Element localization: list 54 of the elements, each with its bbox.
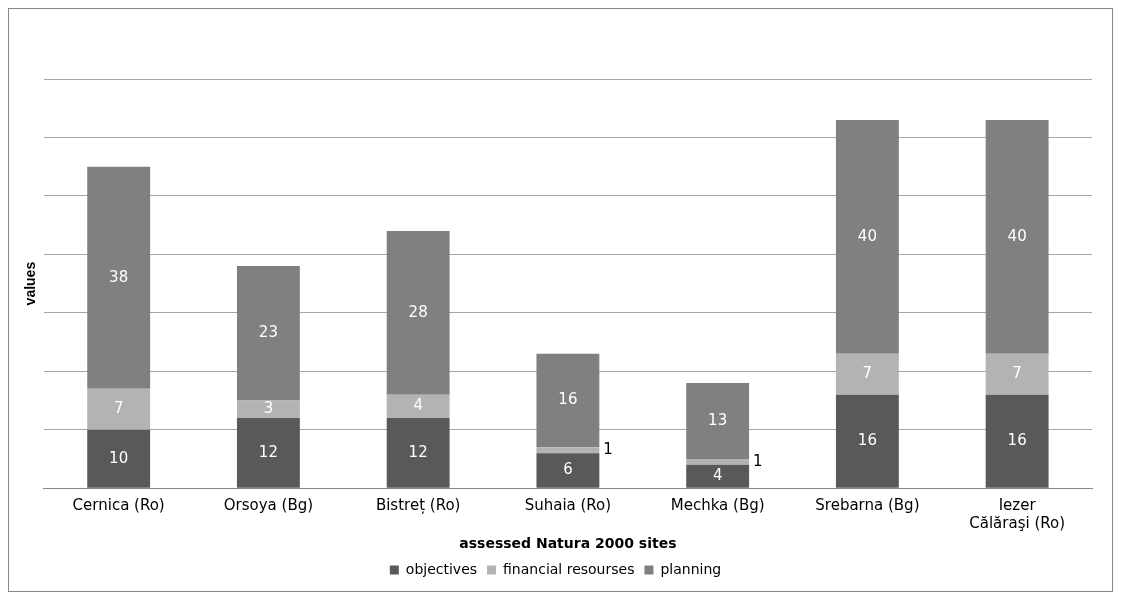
data-label: 10: [109, 448, 129, 467]
data-label: 1: [753, 451, 763, 470]
bar: [236, 266, 300, 401]
data-label: 13: [708, 410, 728, 429]
bar: [386, 418, 450, 488]
data-label: 6: [563, 460, 573, 479]
x-tick-label: Mechka (Bg): [670, 496, 765, 515]
bar: [536, 353, 600, 448]
data-label: 7: [1012, 364, 1022, 383]
bar: [386, 230, 450, 395]
x-tick-label: Srebarna (Bg): [815, 496, 920, 515]
bar: [985, 394, 1049, 488]
x-tick-label: Suhaia (Ro): [524, 496, 612, 515]
data-label: 4: [413, 396, 423, 415]
bar: [686, 382, 750, 459]
bar: [87, 388, 151, 430]
x-tick-label: Cernica (Ro): [72, 496, 165, 515]
data-label: 1: [603, 440, 613, 459]
bar: [985, 119, 1049, 354]
legend-label: financial resourses: [503, 560, 635, 577]
bar: [686, 464, 750, 488]
data-label: 28: [408, 302, 428, 321]
bar: [835, 353, 899, 395]
bar: [536, 447, 600, 454]
y-axis-title: values: [22, 261, 39, 306]
data-label: 4: [712, 466, 723, 485]
legend-label: objectives: [405, 560, 478, 577]
data-label: 23: [258, 323, 278, 342]
x-tick-label: Iezer Călăraşi (Ro): [969, 496, 1066, 533]
bar: [236, 400, 300, 419]
bar: [386, 394, 450, 419]
data-label: 12: [258, 442, 278, 461]
data-label: 12: [408, 442, 428, 461]
data-label: 3: [263, 399, 274, 418]
bar: [985, 353, 1049, 395]
bar: [87, 429, 151, 488]
x-tick-label: Orsoya (Bg): [223, 496, 314, 515]
data-label: 16: [857, 431, 877, 450]
data-label: 7: [862, 364, 873, 383]
bar: [835, 394, 899, 488]
data-label: 40: [857, 226, 877, 245]
data-label: 38: [109, 267, 129, 286]
x-tick-label: Bistreț (Ro): [375, 496, 461, 515]
bar: [87, 166, 151, 389]
legend-label: planning: [660, 560, 722, 577]
data-label: 16: [1007, 431, 1027, 450]
bar: [686, 458, 750, 465]
bar: [236, 418, 300, 488]
x-axis-title: assessed Natura 2000 sites: [459, 535, 677, 552]
bar: [536, 453, 600, 488]
data-label: 7: [113, 399, 124, 418]
bar: [835, 119, 899, 354]
data-label: 40: [1007, 226, 1027, 245]
data-label: 16: [558, 390, 578, 409]
